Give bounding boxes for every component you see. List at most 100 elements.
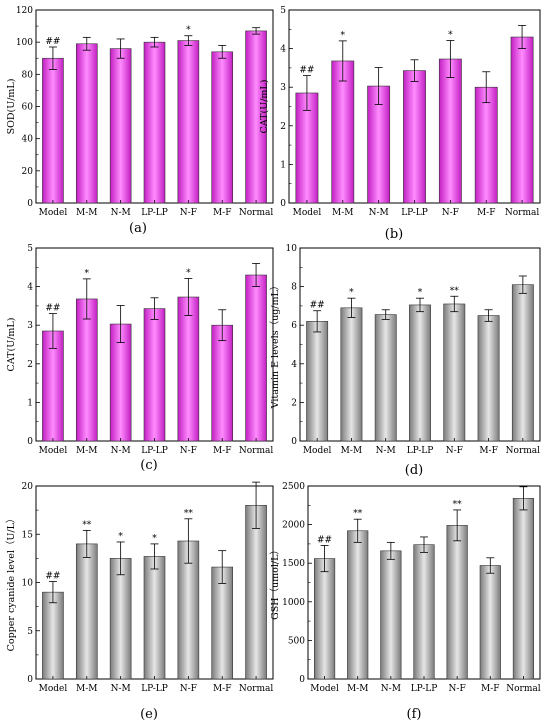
significance-mark: * — [85, 269, 90, 279]
x-tick-label: M-F — [213, 208, 232, 218]
x-tick-label: N-F — [180, 446, 197, 456]
x-tick-label: M-M — [76, 446, 97, 456]
significance-mark: * — [341, 31, 346, 41]
y-axis-label: Copper cyanide level（U/L） — [5, 514, 17, 652]
bar-m-f — [211, 324, 234, 442]
significance-mark: * — [118, 532, 123, 542]
chart-panel-b: 0 1 2 3 4 5 CAT(U/mL) ## Model * M-M N-M LP-LP * N-F M-… — [259, 6, 541, 242]
x-tick-label: LP-LP — [411, 684, 438, 694]
bar-lp-lp — [143, 556, 166, 680]
bar-model — [306, 321, 329, 442]
x-tick-label: M-F — [479, 446, 498, 456]
bar-m-f — [479, 565, 501, 680]
x-tick-label: Model — [39, 208, 68, 218]
x-tick-label: Normal — [506, 684, 540, 694]
bar-m-m — [331, 60, 355, 204]
y-tick-label: 5 — [280, 6, 286, 16]
panel-label: (e) — [140, 707, 158, 722]
y-axis-label: SOD(U/mL) — [6, 79, 17, 135]
bar-n-m — [380, 550, 402, 680]
y-tick-label: 0 — [27, 675, 33, 685]
bar-n-m — [109, 48, 132, 204]
y-tick-label: 2000 — [282, 521, 305, 531]
x-tick-label: N-M — [111, 446, 131, 456]
x-tick-label: LP-LP — [141, 684, 168, 694]
x-tick-label: Normal — [239, 684, 273, 694]
bar-lp-lp — [413, 544, 435, 680]
y-tick-label: 2500 — [282, 482, 305, 492]
y-tick-label: 0 — [299, 675, 305, 685]
significance-mark: ## — [45, 304, 60, 314]
x-tick-label: LP-LP — [401, 208, 428, 218]
x-tick-label: Model — [39, 446, 68, 456]
bar-model — [313, 558, 336, 680]
bar-n-f — [446, 525, 468, 680]
bar-normal — [511, 284, 534, 442]
y-tick-label: 5 — [27, 627, 33, 637]
x-tick-label: LP-LP — [141, 208, 168, 218]
x-tick-label: Normal — [506, 446, 540, 456]
x-tick-label: M-M — [347, 684, 368, 694]
y-axis-label: CAT(U/mL) — [6, 318, 17, 372]
x-tick-label: Model — [39, 684, 68, 694]
bar-n-f — [443, 303, 466, 442]
x-tick-label: M-M — [76, 684, 97, 694]
significance-mark: ## — [310, 301, 325, 311]
x-tick-label: Model — [293, 208, 322, 218]
bar-m-m — [75, 43, 98, 204]
significance-mark: * — [186, 268, 191, 278]
y-tick-label: 1 — [280, 160, 286, 170]
x-tick-label: N-F — [446, 446, 463, 456]
panel-label: (b) — [385, 227, 403, 242]
y-tick-label: 3 — [280, 83, 286, 93]
significance-mark: ** — [82, 520, 92, 530]
bar-normal — [245, 504, 267, 680]
bar-normal — [510, 36, 534, 204]
significance-mark: ## — [45, 572, 60, 582]
x-tick-label: N-F — [442, 208, 459, 218]
x-tick-label: M-F — [213, 446, 232, 456]
bar-m-m — [340, 307, 363, 442]
significance-mark: ** — [450, 286, 460, 296]
bar-normal — [245, 274, 267, 442]
significance-mark: * — [152, 534, 157, 544]
significance-mark: ## — [299, 66, 314, 76]
x-tick-label: N-F — [180, 684, 197, 694]
panel-label: (d) — [405, 463, 423, 478]
significance-mark: * — [448, 30, 453, 40]
y-tick-label: 4 — [27, 283, 33, 293]
y-tick-label: 40 — [22, 135, 34, 145]
y-axis-label: CAT(U/mL) — [259, 80, 270, 134]
y-tick-label: 1500 — [282, 559, 305, 569]
y-tick-label: 0 — [280, 199, 286, 209]
bar-lp-lp — [143, 308, 166, 442]
bar-n-f — [438, 58, 462, 204]
x-tick-label: M-F — [477, 208, 496, 218]
y-tick-label: 1 — [27, 398, 33, 408]
chart-panel-d: 0 2 4 6 8 10 Vitamin E levels（ug/mL） ## Model * M-… — [269, 244, 541, 478]
y-tick-label: 1000 — [282, 598, 305, 608]
bar-n-f — [177, 296, 200, 442]
bar-lp-lp — [403, 70, 426, 204]
x-tick-label: N-F — [449, 684, 466, 694]
y-axis-label: GSH（umol/L） — [269, 545, 281, 620]
y-tick-label: 20 — [22, 482, 34, 492]
bar-model — [42, 57, 64, 204]
bar-m-f — [477, 315, 500, 442]
y-tick-label: 2 — [27, 360, 33, 370]
panel-label: (a) — [129, 221, 147, 236]
significance-mark: * — [186, 26, 191, 36]
y-tick-label: 100 — [16, 38, 33, 48]
y-tick-label: 15 — [22, 530, 34, 540]
x-tick-label: N-M — [369, 208, 389, 218]
bar-m-m — [75, 543, 98, 680]
y-tick-label: 120 — [16, 6, 33, 16]
chart-panel-a: 0 20 40 60 80 100 120 SOD(U/mL) ## Model M-M N-M LP-… — [6, 6, 274, 236]
bar-m-f — [211, 51, 234, 204]
x-tick-label: M-M — [332, 208, 353, 218]
bar-lp-lp — [409, 304, 431, 442]
y-tick-label: 2 — [280, 122, 286, 132]
x-tick-label: M-M — [76, 208, 97, 218]
y-tick-label: 6 — [291, 321, 297, 331]
